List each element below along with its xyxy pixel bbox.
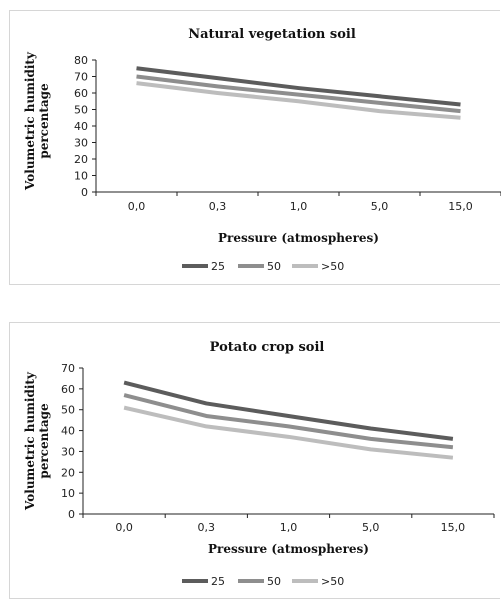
chart2-y-tick-label: 60 bbox=[61, 383, 75, 396]
chart2-y-tick-label: 10 bbox=[61, 487, 75, 500]
chart2-y-axis-title: Volumetric humiditypercentage bbox=[23, 371, 51, 511]
chart1-x-tick-label: 15,0 bbox=[448, 200, 473, 213]
chart1-y-tick-label: 80 bbox=[74, 54, 88, 67]
chart1-y-tick-label: 70 bbox=[74, 71, 88, 84]
chart1-y-tick-label: 50 bbox=[74, 104, 88, 117]
chart1-title: Natural vegetation soil bbox=[188, 27, 356, 42]
chart-panel-natural-vegetation: Natural vegetation soil 0 10 20 30 40 50 60 70 80… bbox=[9, 10, 501, 285]
chart-panel-potato-crop: Potato crop soil 0 10 20 30 40 50 60 70 0,0 0,3 1,0… bbox=[9, 322, 500, 599]
chart1-legend-item: >50 bbox=[292, 260, 344, 273]
chart2-legend-label: >50 bbox=[321, 575, 344, 588]
chart2-x-tick-label: 0,3 bbox=[198, 521, 216, 534]
chart2-x-axis-title: Pressure (atmospheres) bbox=[208, 542, 369, 556]
chart2-x-tick-label: 0,0 bbox=[115, 521, 133, 534]
chart2-legend-item: >50 bbox=[292, 575, 344, 588]
chart2-y-tick-label: 30 bbox=[61, 445, 75, 458]
chart1-x-tick-label: 1,0 bbox=[290, 200, 308, 213]
chart1-x-tick-label: 0,3 bbox=[209, 200, 227, 213]
chart1-series-line-2 bbox=[136, 74, 461, 114]
chart1-legend-label: 25 bbox=[211, 260, 225, 273]
chart2-series-line-2 bbox=[123, 393, 454, 450]
chart1-y-axis-title-line: Volumetric humidity bbox=[23, 51, 37, 191]
chart1-series-line-3 bbox=[136, 81, 461, 120]
chart1-legend-item: 50 bbox=[238, 260, 281, 273]
chart2-y-axis-title-line: Volumetric humidity bbox=[23, 371, 37, 511]
chart1-x-axis-title: Pressure (atmospheres) bbox=[218, 231, 379, 245]
chart1-y-tick-label: 0 bbox=[81, 186, 88, 199]
chart1-y-axis-title: Volumetric humiditypercentage bbox=[23, 51, 51, 191]
chart2-series-line-3 bbox=[123, 405, 454, 460]
chart2-y-tick-label: 50 bbox=[61, 404, 75, 417]
chart-natural-vegetation: Natural vegetation soil 0 10 20 30 40 50 60 70 80… bbox=[23, 27, 501, 273]
chart2-x-tick-label: 15,0 bbox=[441, 521, 466, 534]
chart2-series-line-1 bbox=[123, 380, 454, 441]
chart2-x-tick-label: 5,0 bbox=[362, 521, 380, 534]
chart1-x-tick-label: 5,0 bbox=[371, 200, 389, 213]
chart2-y-tick-label: 20 bbox=[61, 466, 75, 479]
chart2-y-tick-label: 40 bbox=[61, 425, 75, 438]
chart1-y-tick-label: 30 bbox=[74, 137, 88, 150]
chart2-y-axis-title-line: percentage bbox=[37, 403, 51, 479]
chart1-legend-label: 50 bbox=[267, 260, 281, 273]
chart2-y-tick-label: 70 bbox=[61, 362, 75, 375]
chart2-legend-item: 25 bbox=[182, 575, 225, 588]
chart2-legend-label: 25 bbox=[211, 575, 225, 588]
chart1-y-tick-label: 40 bbox=[74, 120, 88, 133]
chart1-y-tick-label: 10 bbox=[74, 170, 88, 183]
chart2-legend-label: 50 bbox=[267, 575, 281, 588]
chart1-y-axis-title-line: percentage bbox=[37, 83, 51, 159]
chart2-x-tick-label: 1,0 bbox=[280, 521, 298, 534]
chart-potato-crop: Potato crop soil 0 10 20 30 40 50 60 70 0,0 0,3 1,0… bbox=[23, 340, 495, 588]
chart1-legend-label: >50 bbox=[321, 260, 344, 273]
chart2-legend-item: 50 bbox=[238, 575, 281, 588]
chart1-x-tick-label: 0,0 bbox=[128, 200, 146, 213]
chart2-title: Potato crop soil bbox=[210, 340, 325, 355]
chart1-series-line-1 bbox=[136, 66, 461, 107]
chart2-y-tick-label: 0 bbox=[68, 508, 75, 521]
chart1-legend-item: 25 bbox=[182, 260, 225, 273]
chart1-y-tick-label: 20 bbox=[74, 153, 88, 166]
chart1-y-tick-label: 60 bbox=[74, 87, 88, 100]
